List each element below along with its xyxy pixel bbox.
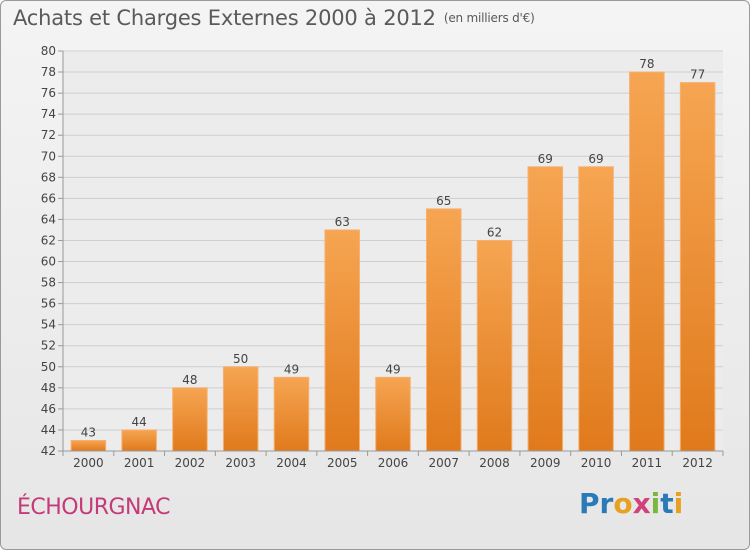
bar-value-label: 62 xyxy=(487,225,502,239)
bar-value-label: 49 xyxy=(385,362,400,376)
logo-letter: x xyxy=(632,487,651,520)
y-tick-label: 78 xyxy=(41,65,56,79)
bar xyxy=(375,376,411,452)
bar xyxy=(426,208,462,452)
y-tick-label: 60 xyxy=(41,255,56,269)
commune-name: ÉCHOURGNAC xyxy=(17,495,171,520)
y-tick-label: 66 xyxy=(41,191,56,205)
y-tick-label: 44 xyxy=(41,423,56,437)
x-tick-label: 2001 xyxy=(124,456,155,470)
bar-value-label: 69 xyxy=(588,152,603,166)
bar xyxy=(222,366,259,452)
y-tick-label: 50 xyxy=(41,360,56,374)
bars: 43 44 48 50 49 63 49 65 62 69 69 78 77 xyxy=(70,57,716,452)
y-tick-label: 58 xyxy=(41,276,56,290)
bar-value-label: 69 xyxy=(538,152,553,166)
y-tick-label: 64 xyxy=(41,212,56,226)
unit-label: (en milliers d'€) xyxy=(443,11,535,25)
bar-value-label: 77 xyxy=(690,68,705,82)
x-tick-label: 2000 xyxy=(73,456,104,470)
bar xyxy=(578,166,614,452)
y-tick-label: 52 xyxy=(41,339,56,353)
x-tick-label: 2008 xyxy=(479,456,510,470)
logo-letter: i xyxy=(673,487,684,520)
logo-letter: t xyxy=(660,487,674,520)
logo-letter: o xyxy=(613,487,633,520)
y-tick-label: 74 xyxy=(41,107,56,121)
x-tick-label: 2003 xyxy=(225,456,256,470)
logo-letter: i xyxy=(650,487,661,520)
proxiti-logo: Proxiti xyxy=(579,487,683,520)
y-tick-label: 56 xyxy=(41,297,56,311)
y-tick-label: 68 xyxy=(41,170,56,184)
bar xyxy=(121,429,157,452)
bar-value-label: 65 xyxy=(436,194,451,208)
bar-value-label: 50 xyxy=(233,352,248,366)
x-axis: 2000 2001 2002 2003 2004 2005 2006 2007 2008 2009… xyxy=(62,450,724,470)
bar xyxy=(70,439,107,452)
bar-value-label: 48 xyxy=(182,373,197,387)
bar-value-label: 44 xyxy=(132,415,147,429)
bar-value-label: 49 xyxy=(284,362,299,376)
bar xyxy=(527,166,564,452)
bar xyxy=(629,71,665,452)
y-tick-label: 46 xyxy=(41,402,56,416)
logo-letter: r xyxy=(599,487,614,520)
x-tick-label: 2011 xyxy=(632,456,663,470)
bar xyxy=(172,387,208,452)
x-tick-label: 2009 xyxy=(530,456,561,470)
x-tick-label: 2002 xyxy=(175,456,206,470)
y-tick-label: 54 xyxy=(41,318,56,332)
y-tick-label: 70 xyxy=(41,149,56,163)
bar-value-label: 78 xyxy=(639,57,654,71)
y-tick-label: 62 xyxy=(41,233,56,247)
x-tick-label: 2005 xyxy=(327,456,358,470)
x-tick-label: 2006 xyxy=(378,456,409,470)
bar xyxy=(679,82,716,452)
x-tick-label: 2010 xyxy=(581,456,612,470)
bar xyxy=(476,239,513,452)
y-tick-label: 72 xyxy=(41,128,56,142)
y-tick-label: 42 xyxy=(41,444,56,458)
x-tick-label: 2004 xyxy=(276,456,307,470)
y-tick-label: 76 xyxy=(41,86,56,100)
bar xyxy=(324,229,360,452)
title-text: Achats et Charges Externes 2000 à 2012 xyxy=(13,6,436,30)
x-tick-label: 2012 xyxy=(682,456,713,470)
chart-title: Achats et Charges Externes 2000 à 2012 (e… xyxy=(13,6,535,30)
bar-value-label: 43 xyxy=(81,425,96,439)
y-tick-label: 80 xyxy=(41,44,56,58)
y-axis: 42 44 46 48 50 52 54 56 58 60 62 64 66 68 70 72 74 76 78 80 xyxy=(41,44,64,458)
x-tick-label: 2007 xyxy=(428,456,459,470)
y-tick-label: 48 xyxy=(41,381,56,395)
logo-letter: P xyxy=(579,487,600,520)
bar-value-label: 63 xyxy=(335,215,350,229)
bar xyxy=(273,376,310,452)
